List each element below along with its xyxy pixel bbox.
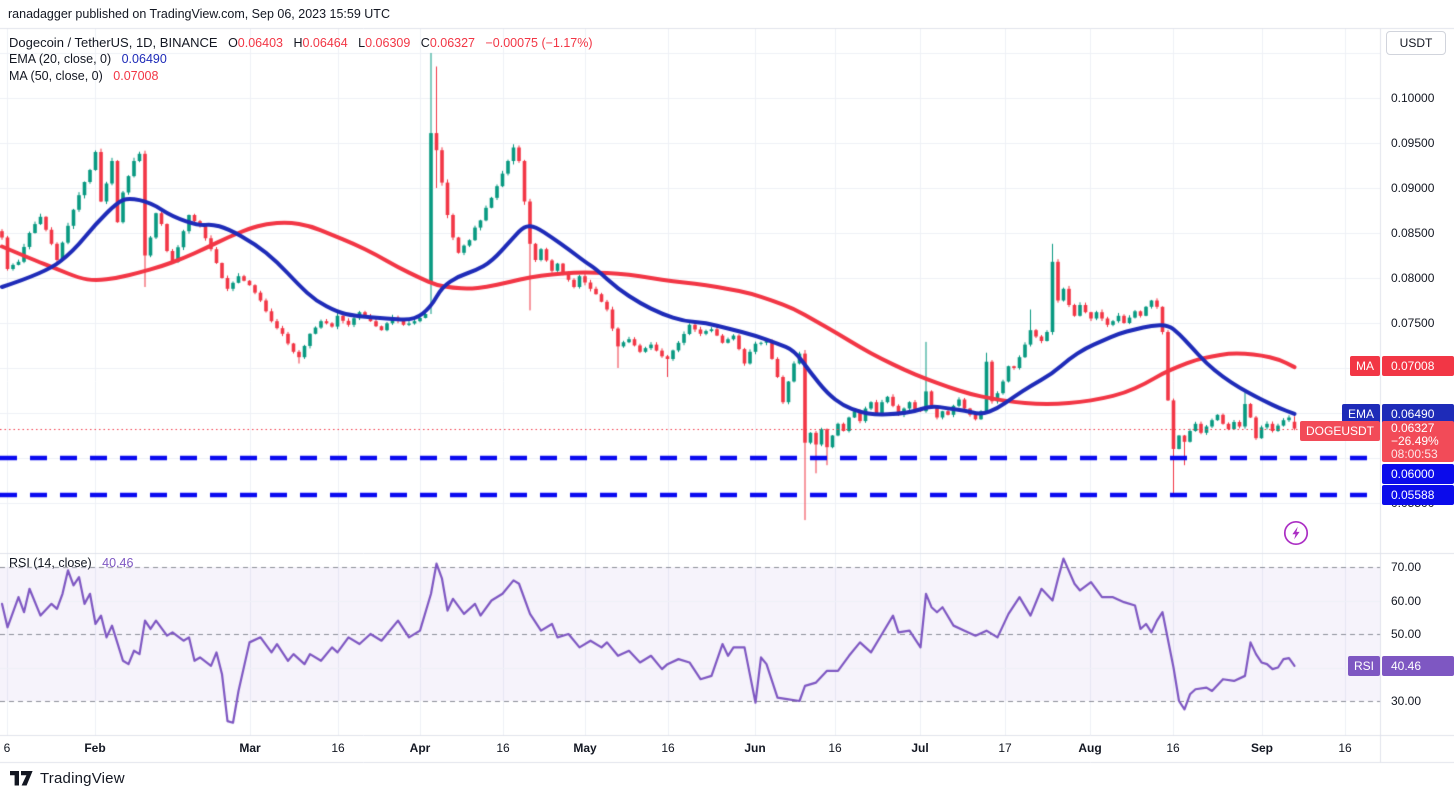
bar-countdown: 08:00:53 — [1391, 447, 1438, 461]
ohlc-high-value: 0.06464 — [302, 36, 348, 50]
price-axis-label: 0.08500 — [1391, 226, 1435, 240]
ema-line-chip: EMA — [1341, 404, 1380, 424]
symbol-legend-row: Dogecoin / TetherUS, 1D, BINANCE O0.0640… — [9, 35, 593, 50]
ema-indicator-label[interactable]: EMA (20, close, 0) — [9, 52, 112, 66]
time-axis-label: May — [573, 741, 597, 755]
rsi-axis-label: 60.00 — [1391, 593, 1422, 608]
support-level-badge-1: 0.06000 — [1382, 464, 1454, 484]
ohlc-open-label: O — [228, 36, 238, 50]
time-axis-label: 17 — [998, 741, 1012, 755]
last-price-change: −26.49% — [1391, 434, 1439, 448]
price-axis-label: 0.09000 — [1391, 181, 1435, 195]
currency-unit-button[interactable]: USDT — [1386, 31, 1446, 55]
price-axis-label: 0.10000 — [1391, 91, 1435, 105]
time-axis-label: Jul — [911, 741, 929, 755]
time-axis-label: 6 — [3, 741, 11, 755]
rsi-axis-label: 50.00 — [1391, 627, 1422, 641]
time-axis-label: 16 — [661, 741, 675, 755]
time-axis-label: Aug — [1078, 741, 1102, 755]
publish-info: ranadagger published on TradingView.com,… — [8, 7, 390, 21]
time-axis-label: 16 — [1166, 741, 1180, 755]
rsi-indicator-label[interactable]: RSI (14, close) — [9, 556, 92, 570]
price-axis-label: 0.07500 — [1391, 316, 1435, 330]
ohlc-low-label: L — [358, 36, 366, 50]
flash-icon[interactable] — [1282, 519, 1310, 547]
ma-legend-row: MA (50, close, 0) 0.07008 — [9, 69, 158, 83]
support-level-badge-2: 0.05588 — [1382, 485, 1454, 505]
rsi-legend-row: RSI (14, close) 40.46 — [9, 556, 133, 570]
ohlc-open-value: 0.06403 — [237, 36, 283, 50]
ohlc-close-value: 0.06327 — [429, 36, 476, 50]
rsi-line-chip: RSI — [1347, 656, 1380, 676]
symbol-price-chip: DOGEUSDT — [1299, 421, 1380, 441]
price-axis-label: 0.09500 — [1391, 136, 1435, 150]
ma-indicator-value: 0.07008 — [113, 69, 159, 83]
time-axis-label: 16 — [496, 741, 510, 755]
tradingview-footer[interactable]: TradingView — [10, 770, 125, 787]
time-axis-label: Feb — [84, 741, 106, 755]
ema-indicator-value: 0.06490 — [121, 52, 167, 66]
ma-price-badge: 0.07008 — [1382, 356, 1454, 376]
tradingview-logo-icon — [10, 771, 33, 786]
time-axis-label: Sep — [1250, 741, 1274, 755]
rsi-value-badge: 40.46 — [1382, 656, 1454, 676]
price-axis-label: 0.08000 — [1391, 271, 1435, 285]
ohlc-change: −0.00075 (−1.17%) — [485, 36, 593, 50]
time-axis-label: 16 — [331, 741, 345, 755]
ema-price-badge: 0.06490 — [1382, 404, 1454, 424]
rsi-axis-label: 70.00 — [1391, 560, 1422, 574]
rsi-axis-label: 30.00 — [1391, 694, 1422, 708]
time-axis-label: Mar — [239, 741, 261, 755]
rsi-indicator-value: 40.46 — [102, 556, 134, 570]
time-axis-label: 16 — [828, 741, 842, 755]
ohlc-high-label: H — [293, 36, 303, 50]
ohlc-close-label: C — [420, 36, 430, 50]
last-price-value: 0.06327 — [1391, 421, 1435, 435]
tradingview-wordmark: TradingView — [40, 770, 125, 787]
ema-legend-row: EMA (20, close, 0) 0.06490 — [9, 52, 167, 66]
time-axis-label: Apr — [409, 741, 431, 755]
symbol-title[interactable]: Dogecoin / TetherUS, 1D, BINANCE — [9, 35, 218, 50]
ohlc-low-value: 0.06309 — [365, 36, 411, 50]
ma-line-chip: MA — [1350, 356, 1380, 376]
ma-indicator-label[interactable]: MA (50, close, 0) — [9, 69, 103, 83]
last-price-badge: 0.06327 −26.49% 08:00:53 — [1382, 421, 1454, 462]
time-axis-label: 16 — [1338, 741, 1352, 755]
time-axis-label: Jun — [744, 741, 766, 755]
